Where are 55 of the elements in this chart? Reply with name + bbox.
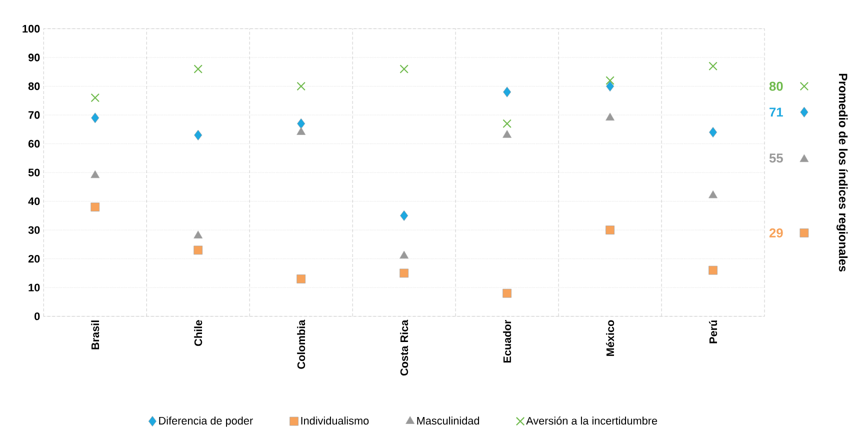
- y-tick-label: 70: [28, 111, 40, 119]
- legend-label: Masculinidad: [417, 416, 480, 424]
- legend-label: Individualismo: [301, 416, 369, 424]
- y-tick-label: 20: [28, 254, 40, 263]
- point: [606, 225, 614, 234]
- point: [194, 246, 203, 254]
- point: [400, 210, 408, 221]
- y-tick-label: 60: [28, 140, 40, 148]
- y2-tick-label: 29: [769, 228, 783, 238]
- point: [606, 80, 614, 92]
- x-tick-label: Ecuador: [503, 320, 512, 362]
- x-tick-label: Perú: [709, 320, 718, 344]
- y-tick-label: 100: [22, 24, 40, 32]
- point: [194, 64, 202, 74]
- y2-tick-label: 80: [769, 82, 783, 91]
- point: [90, 202, 100, 212]
- y-tick-label: 0: [34, 312, 40, 320]
- point: [708, 126, 718, 138]
- x-tick-label: México: [606, 320, 614, 356]
- point: [400, 250, 409, 258]
- y-tick-label: 30: [28, 226, 40, 234]
- point: [400, 268, 409, 278]
- y-tick-label: 50: [28, 168, 40, 176]
- y-tick-label: 80: [28, 82, 40, 90]
- y-tick-label: 90: [28, 54, 40, 62]
- point: [606, 112, 615, 120]
- y2-tick-label: 55: [769, 154, 783, 162]
- legend-label: Aversión a la incertidumbre: [526, 416, 658, 425]
- x-tick-label: Brasil: [91, 320, 100, 350]
- x-tick-label: Colombia: [297, 320, 306, 369]
- x-tick-label: Chile: [194, 320, 202, 346]
- point: [708, 190, 718, 198]
- y-tick-label: 40: [28, 197, 40, 206]
- point: [91, 112, 100, 124]
- point: [194, 230, 203, 238]
- point: [708, 62, 718, 70]
- point: [606, 76, 614, 85]
- point: [502, 288, 512, 298]
- point: [503, 86, 512, 98]
- point: [502, 130, 512, 138]
- x-tick-label: Costa Rica: [400, 320, 408, 376]
- y2-axis-title: Promedio de los índices regionales: [836, 74, 848, 272]
- point: [296, 127, 306, 135]
- point: [297, 118, 306, 129]
- point: [400, 64, 408, 74]
- point: [90, 93, 100, 102]
- y-tick-label: 10: [28, 284, 40, 292]
- point: [296, 274, 306, 284]
- point: [90, 170, 100, 178]
- point: [296, 82, 306, 91]
- point: [708, 266, 718, 275]
- legend-label: Diferencia de poder: [159, 416, 253, 427]
- point: [194, 130, 202, 140]
- y2-tick-label: 71: [770, 108, 783, 116]
- point: [502, 119, 512, 128]
